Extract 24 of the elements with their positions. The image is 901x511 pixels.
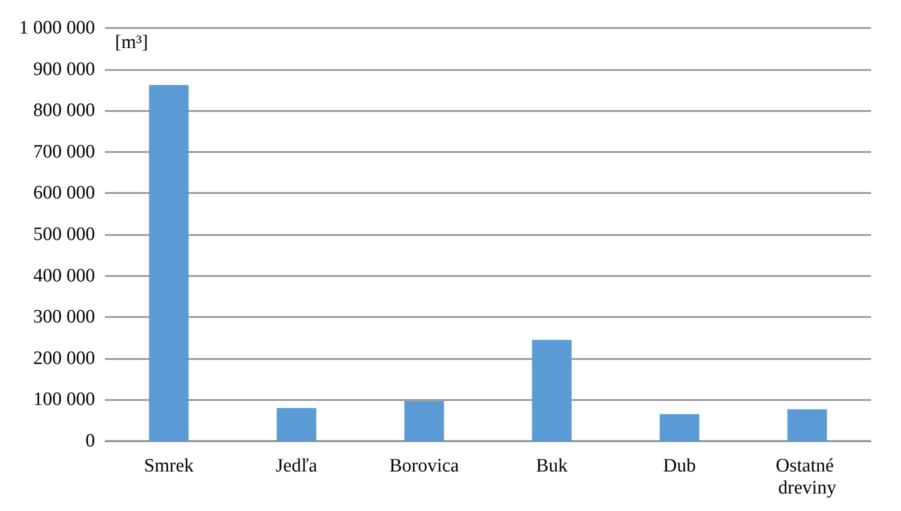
y-axis-title: [m³] [115, 32, 148, 53]
bar [149, 84, 189, 441]
y-tick-label: 200 000 [33, 348, 95, 369]
x-tick-label: Borovica [389, 456, 460, 476]
y-tick-label: 800 000 [33, 100, 95, 122]
y-tick-label: 500 000 [33, 224, 95, 245]
y-tick-label: 700 000 [33, 141, 95, 162]
bar [532, 340, 572, 441]
x-tick-label: Buk [536, 456, 568, 476]
y-tick-label: 400 000 [33, 265, 95, 286]
y-tick-label: 1 000 000 [19, 18, 95, 38]
y-tick-label: 900 000 [33, 58, 95, 80]
x-tick-label: Ostatné dreviny [776, 456, 839, 498]
bar [787, 409, 827, 441]
y-tick-label: 300 000 [33, 306, 95, 328]
x-tick-label: Dub [663, 456, 696, 476]
y-tick-label: 600 000 [33, 182, 95, 204]
bar [276, 408, 316, 441]
x-tick-label: Jedľa [276, 456, 318, 476]
bar [404, 400, 444, 441]
bar [660, 414, 700, 441]
y-tick-label: 100 000 [33, 389, 95, 410]
y-tick-label: 0 [86, 430, 95, 452]
x-tick-label: Smrek [144, 456, 194, 476]
